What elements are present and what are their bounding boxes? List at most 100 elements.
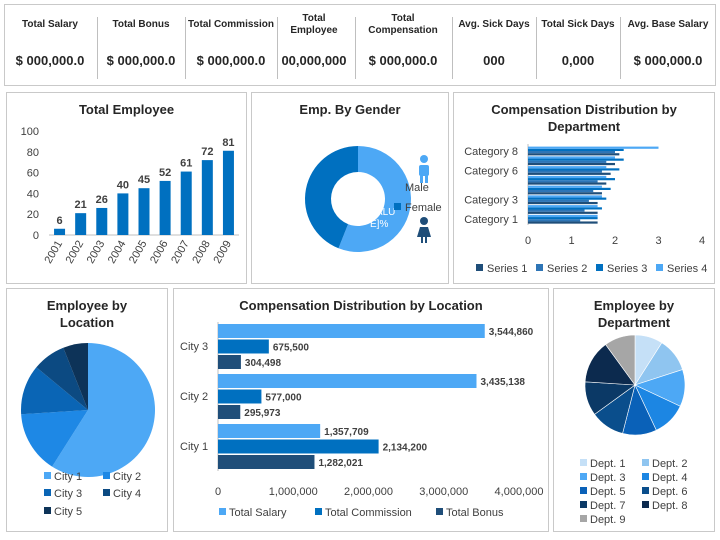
bar (528, 162, 615, 166)
x-tick-label: 2005 (127, 239, 150, 266)
bar (180, 171, 192, 235)
bar (528, 217, 598, 220)
pie-slice (605, 334, 636, 386)
donut-slice (305, 146, 358, 249)
x-tick-label: 1 (568, 235, 574, 247)
bar (218, 355, 241, 369)
kpi-value: 000 (483, 53, 505, 68)
kpi-avg-sick-days: Avg. Sick Days 000 (454, 5, 534, 87)
chart-title: Employee by Location (46, 298, 128, 330)
bar (528, 201, 598, 205)
bar (528, 187, 611, 190)
chart-title: Emp. By Gender (299, 102, 401, 117)
legend-label: City 1 (54, 471, 82, 483)
x-tick-label: 2001 (43, 239, 66, 266)
legend-swatch (596, 264, 603, 271)
bar (528, 175, 607, 179)
bar (528, 170, 602, 173)
y-tick-label: City 2 (180, 391, 208, 403)
data-label: 675,500 (273, 343, 310, 354)
data-label: 44 (284, 187, 296, 199)
y-tick-label: Category 1 (464, 214, 518, 226)
total-employee-panel: Total Employee 0 20 40 60 80 100 6 2001 21 2002 26… (6, 92, 247, 284)
kpi-total-bonus: Total Bonus $ 000,000.0 (99, 5, 183, 87)
bar (222, 150, 234, 235)
total-employee-chart: 0 20 40 60 80 100 6 2001 21 2002 26 2003 40 2004 45 200… (21, 126, 239, 266)
female-icon (420, 217, 428, 225)
x-tick-label: 2008 (190, 239, 213, 266)
employee-by-location-chart: City 1 City 2 City 3 City 4 City 5 (21, 343, 156, 518)
legend-label: City 2 (113, 471, 141, 483)
male-icon (420, 175, 423, 183)
bar (528, 153, 620, 156)
kpi-avg-base-salary: Avg. Base Salary $ 000,000.0 (622, 5, 714, 87)
kpi-label: Total Sick Days (541, 19, 615, 30)
bar (528, 192, 602, 195)
bar (218, 389, 262, 404)
legend-swatch (44, 472, 51, 479)
data-label: E]% (370, 219, 388, 230)
female-icon (425, 237, 427, 243)
y-tick-label: 40 (27, 188, 39, 200)
legend-swatch (642, 501, 649, 508)
kpi-total-salary: Total Salary $ 000,000.0 (5, 5, 95, 87)
kpi-divider (97, 17, 98, 79)
legend-swatch (580, 473, 587, 480)
kpi-divider (620, 17, 621, 79)
legend-swatch (476, 264, 483, 271)
x-tick-label: 2,000,000 (344, 486, 393, 498)
kpi-total-commission: Total Commission $ 000,000.0 (187, 5, 275, 87)
bar (218, 339, 269, 354)
bar (218, 439, 379, 454)
legend-label: Series 4 (667, 263, 707, 275)
kpi-label: Total Salary (22, 19, 78, 30)
kpi-divider (185, 17, 186, 79)
bar (218, 455, 315, 469)
bar (528, 156, 615, 159)
legend-swatch (394, 203, 401, 210)
x-tick-label: 2002 (64, 239, 87, 266)
kpi-total-sick-days: Total Sick Days 0,000 (538, 5, 618, 87)
legend-swatch (536, 264, 543, 271)
x-tick-label: 2006 (148, 239, 171, 266)
bar (528, 190, 594, 193)
female-icon (417, 227, 431, 237)
legend-swatch (642, 459, 649, 466)
comp-by-department-chart: Category 1 Category 3 Category 6 Category 8… (464, 144, 707, 275)
kpi-total-compensation: Total Compensation $ 000,000.0 (357, 5, 449, 87)
legend-label: Dept. 5 (590, 486, 625, 498)
bar (54, 228, 66, 235)
bar (218, 424, 321, 438)
legend-label: Total Commission (325, 507, 412, 519)
legend-label: Series 1 (487, 263, 527, 275)
chart-title: Total Employee (78, 102, 175, 117)
legend-label: Dept. 6 (652, 486, 687, 498)
kpi-value: $ 000,000.0 (196, 53, 266, 68)
legend-swatch (642, 473, 649, 480)
legend-swatch (103, 472, 110, 479)
legend-label: Dept. 2 (652, 458, 687, 470)
bar (528, 146, 659, 149)
data-label: 6 (56, 215, 62, 227)
kpi-label: Total Commission (188, 19, 274, 30)
x-tick-label: 2004 (106, 239, 129, 266)
bar (528, 178, 615, 181)
kpi-label: Avg. Sick Days (458, 19, 530, 30)
bar (528, 195, 602, 198)
kpi-label: Total Employee (290, 13, 338, 36)
kpi-value: 00,000,000 (281, 53, 347, 68)
bar (117, 193, 129, 235)
y-tick-label: 80 (27, 147, 39, 159)
kpi-label: Avg. Base Salary (627, 19, 709, 30)
kpi-total-employee: Total Employee 00,000,000 (279, 5, 349, 87)
legend-label: City 4 (113, 488, 141, 500)
kpi-summary-bar: Total Salary $ 000,000.0 Total Bonus $ 0… (4, 4, 716, 86)
pie-slice (36, 347, 88, 410)
data-label: 3,544,860 (489, 327, 534, 338)
employee-by-department-chart: Dept. 1 Dept. 2 Dept. 3 Dept. 4 Dept. 5 Dept.… (580, 334, 687, 526)
data-label: 21 (75, 199, 87, 211)
legend-swatch (436, 508, 443, 515)
bar (96, 207, 108, 235)
